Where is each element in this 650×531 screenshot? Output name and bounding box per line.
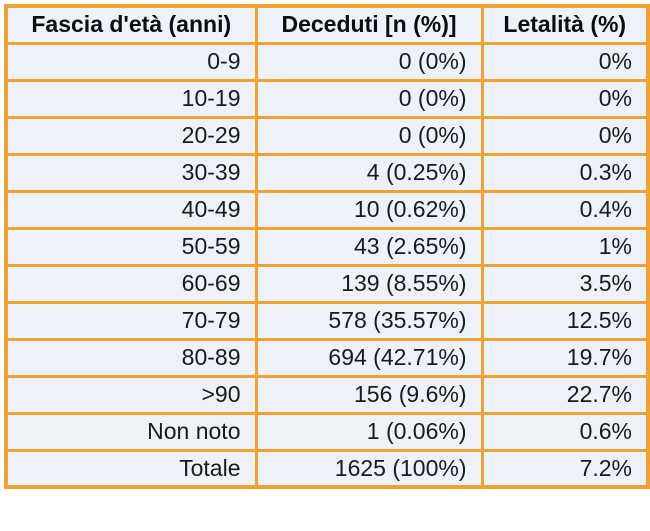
lethality-cell: 19.7% — [480, 337, 650, 378]
table-row: 30-39 4 (0.25%) 0.3% — [4, 152, 650, 193]
age-cell: 70-79 — [4, 300, 258, 341]
deaths-cell: 4 (0.25%) — [254, 152, 484, 193]
table-body: 0-9 0 (0%) 0% 10-19 0 (0%) 0% 20-29 0 (0… — [4, 41, 650, 489]
age-cell: >90 — [4, 374, 258, 415]
lethality-cell: 1% — [480, 226, 650, 267]
table-header: Fascia d'età (anni) Deceduti [n (%)] Let… — [4, 4, 650, 45]
lethality-cell: 3.5% — [480, 263, 650, 304]
age-cell: Totale — [4, 448, 258, 489]
table-row: 50-59 43 (2.65%) 1% — [4, 226, 650, 267]
table-row: 80-89 694 (42.71%) 19.7% — [4, 337, 650, 378]
deaths-cell: 0 (0%) — [254, 41, 484, 82]
deaths-cell: 43 (2.65%) — [254, 226, 484, 267]
age-cell: 60-69 — [4, 263, 258, 304]
age-cell: 0-9 — [4, 41, 258, 82]
age-cell: Non noto — [4, 411, 258, 452]
column-header-lethality: Letalità (%) — [480, 4, 650, 45]
deaths-cell: 1625 (100%) — [254, 448, 484, 489]
lethality-cell: 0.3% — [480, 152, 650, 193]
deaths-cell: 0 (0%) — [254, 78, 484, 119]
lethality-cell: 22.7% — [480, 374, 650, 415]
column-header-age-group: Fascia d'età (anni) — [4, 4, 258, 45]
table-row-total: Totale 1625 (100%) 7.2% — [4, 448, 650, 489]
age-cell: 30-39 — [4, 152, 258, 193]
header-row: Fascia d'età (anni) Deceduti [n (%)] Let… — [4, 4, 650, 45]
deaths-cell: 1 (0.06%) — [254, 411, 484, 452]
age-cell: 10-19 — [4, 78, 258, 119]
lethality-cell: 0.4% — [480, 189, 650, 230]
table-row: Non noto 1 (0.06%) 0.6% — [4, 411, 650, 452]
lethality-cell: 0% — [480, 115, 650, 156]
lethality-cell: 12.5% — [480, 300, 650, 341]
deaths-cell: 578 (35.57%) — [254, 300, 484, 341]
column-header-deaths: Deceduti [n (%)] — [254, 4, 484, 45]
lethality-cell: 0% — [480, 78, 650, 119]
lethality-cell: 0% — [480, 41, 650, 82]
table-row: 0-9 0 (0%) 0% — [4, 41, 650, 82]
deaths-cell: 694 (42.71%) — [254, 337, 484, 378]
fatality-by-age-table: Fascia d'età (anni) Deceduti [n (%)] Let… — [4, 4, 650, 489]
age-cell: 20-29 — [4, 115, 258, 156]
table-row: 40-49 10 (0.62%) 0.4% — [4, 189, 650, 230]
deaths-cell: 10 (0.62%) — [254, 189, 484, 230]
deaths-cell: 156 (9.6%) — [254, 374, 484, 415]
table-row: 10-19 0 (0%) 0% — [4, 78, 650, 119]
age-cell: 80-89 — [4, 337, 258, 378]
deaths-cell: 139 (8.55%) — [254, 263, 484, 304]
table-row: 60-69 139 (8.55%) 3.5% — [4, 263, 650, 304]
table-row: 70-79 578 (35.57%) 12.5% — [4, 300, 650, 341]
table-row: 20-29 0 (0%) 0% — [4, 115, 650, 156]
table-row: >90 156 (9.6%) 22.7% — [4, 374, 650, 415]
deaths-cell: 0 (0%) — [254, 115, 484, 156]
age-cell: 50-59 — [4, 226, 258, 267]
lethality-cell: 0.6% — [480, 411, 650, 452]
lethality-cell: 7.2% — [480, 448, 650, 489]
age-cell: 40-49 — [4, 189, 258, 230]
